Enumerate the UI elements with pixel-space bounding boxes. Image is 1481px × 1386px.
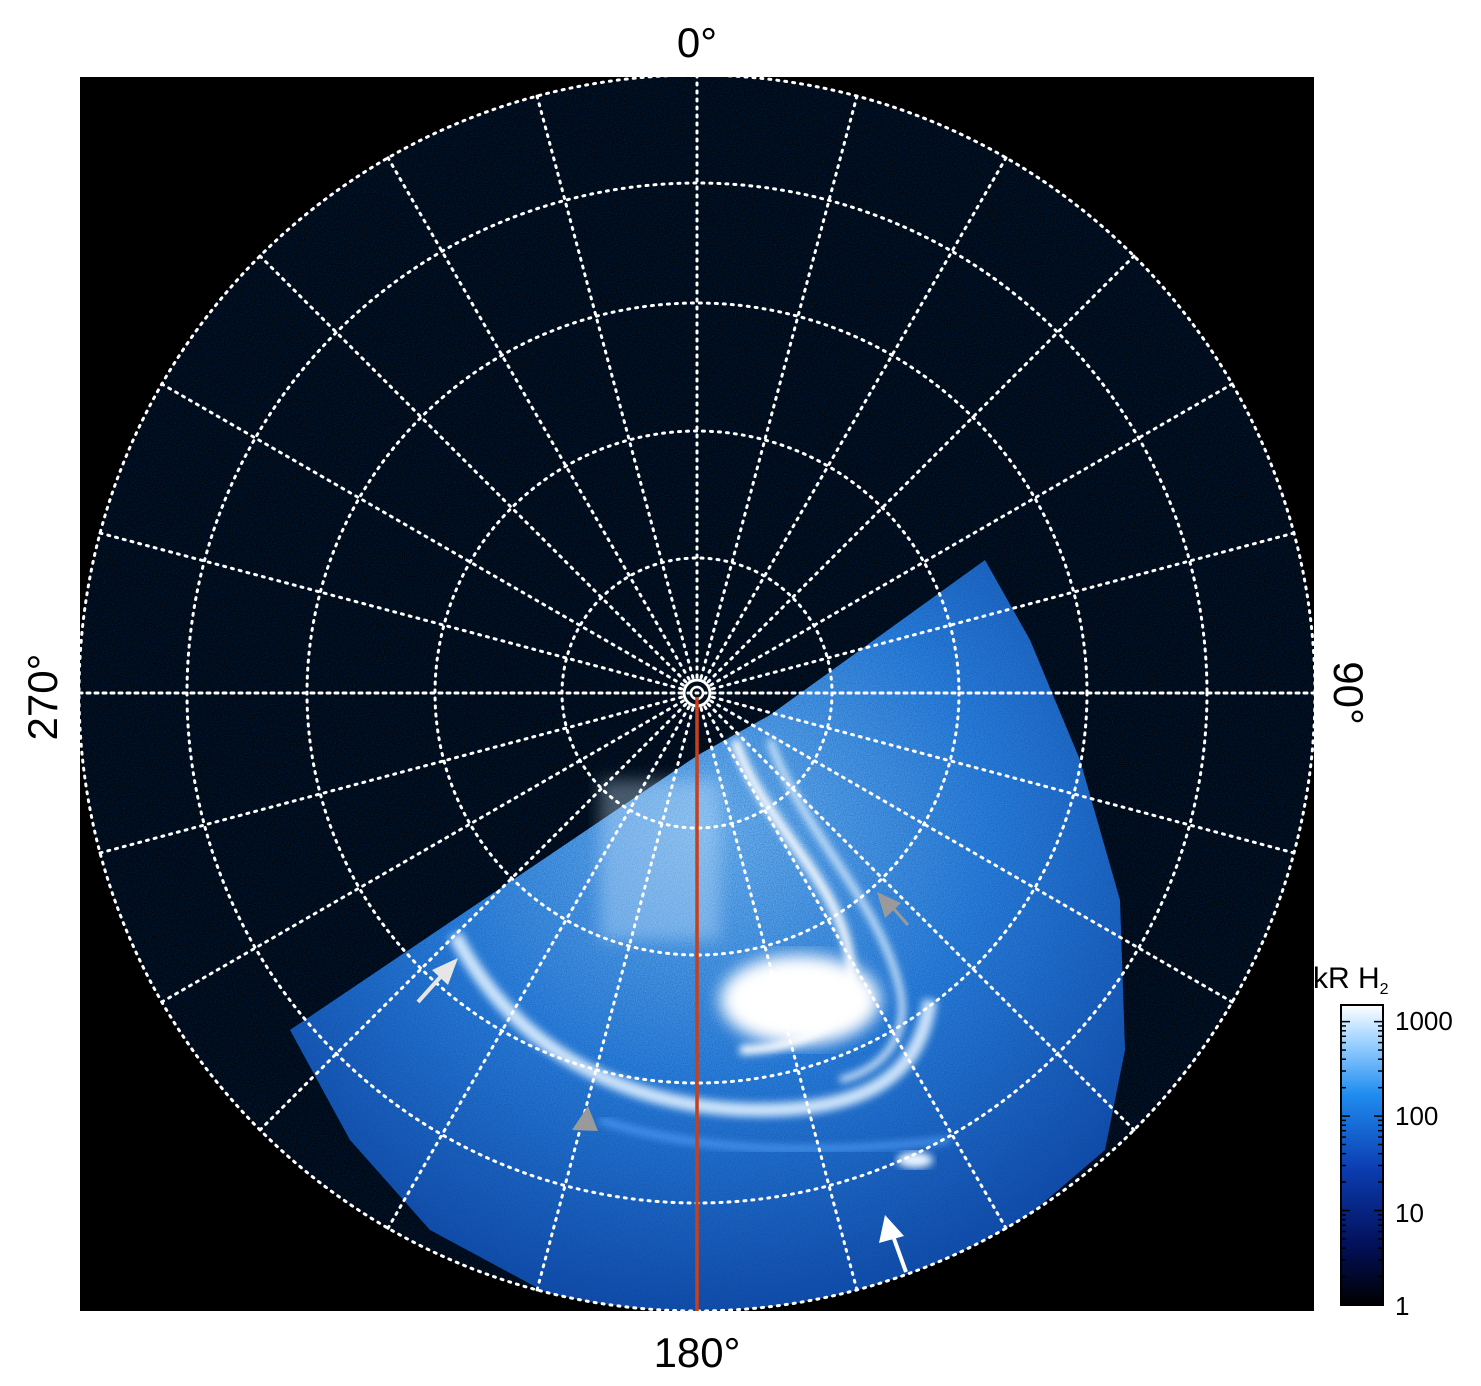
colorbar-tick-label-1: 1 [1395,1291,1409,1321]
colorbar-title-main: kR H [1313,962,1380,995]
label-right: 90° [1325,661,1372,725]
colorbar-tick-label-1000: 1000 [1395,1006,1453,1036]
white-arrow-bottom-right [879,1215,908,1273]
label-left: 270° [19,654,66,741]
colorbar-tick-label-10: 10 [1395,1198,1424,1228]
colorbar-tick-label-100: 100 [1395,1101,1438,1131]
colorbar-title: kR H2 [1313,962,1389,998]
colorbar-ticks [1341,1020,1383,1306]
aurora-equatorward-arc [599,1117,951,1152]
annotation-arrows [416,892,910,1273]
colorbar-gradient [1340,1004,1384,1306]
aurora-filament-1 [730,738,856,1055]
aurora-spot [897,1152,933,1168]
colorbar-title-sub: 2 [1380,981,1389,998]
label-top: 0° [677,19,717,66]
gray-arrow-center-left [572,1106,598,1131]
label-bottom: 180° [654,1329,741,1376]
colorbar: kR H2 1000 100 10 1 [1313,962,1453,1321]
aurora-bright-core [720,955,880,1045]
aurora-filament-2 [767,739,905,1083]
gray-arrow-upper-right [877,892,910,926]
aurora-main-oval [448,931,937,1118]
white-arrow-left [416,958,458,1004]
